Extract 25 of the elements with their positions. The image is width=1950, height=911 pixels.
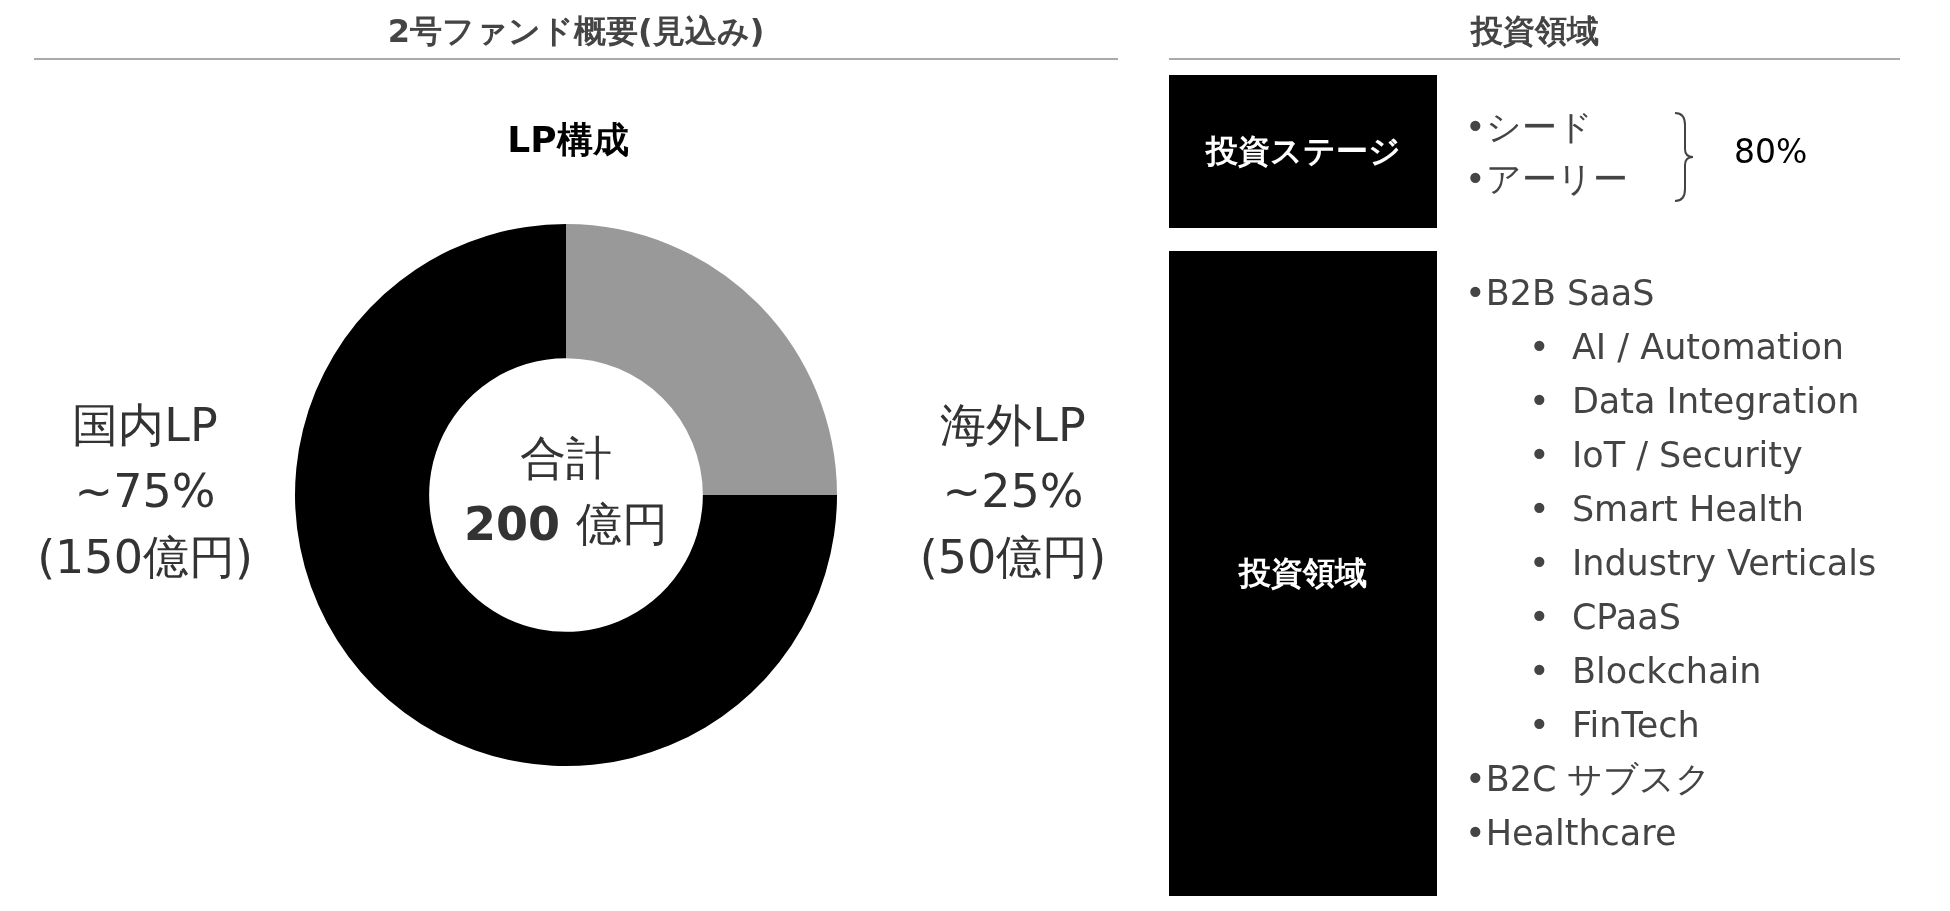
text: • Data Integration <box>1529 380 1861 423</box>
slice-label: 国内LP <box>72 397 218 452</box>
slice-label: 海外LP <box>940 397 1086 452</box>
text: •B2B SaaS <box>1465 273 1655 313</box>
text: • FinTech <box>1529 704 1701 747</box>
text: • Blockchain <box>1529 650 1763 693</box>
text: • IoT / Security <box>1529 434 1804 477</box>
chart-subtitle: LP構成 <box>506 118 630 162</box>
data-label: ~25% (50億円) <box>919 463 1107 584</box>
text: •アーリー <box>1465 158 1628 201</box>
text: 投資領域 <box>1169 8 1900 60</box>
data-label: ~75% (150億円) <box>37 463 253 584</box>
category-label: 投資ステージ <box>1169 75 1437 228</box>
text: •シード <box>1465 106 1594 149</box>
text: •Healthcare <box>1465 812 1678 855</box>
text: 合計 <box>520 430 612 485</box>
text: 80% <box>1734 132 1808 171</box>
category-label: 投資領域 <box>1169 251 1437 896</box>
text: 200 億円 <box>463 496 669 551</box>
text: • Smart Health <box>1529 488 1805 531</box>
text: • CPaaS <box>1529 596 1682 639</box>
text: •B2C サブスク <box>1465 758 1713 801</box>
text: • AI / Automation <box>1529 326 1846 369</box>
chart-title: 2号ファンド概要(見込み) <box>34 8 1118 60</box>
text: • Industry Verticals <box>1529 542 1877 585</box>
